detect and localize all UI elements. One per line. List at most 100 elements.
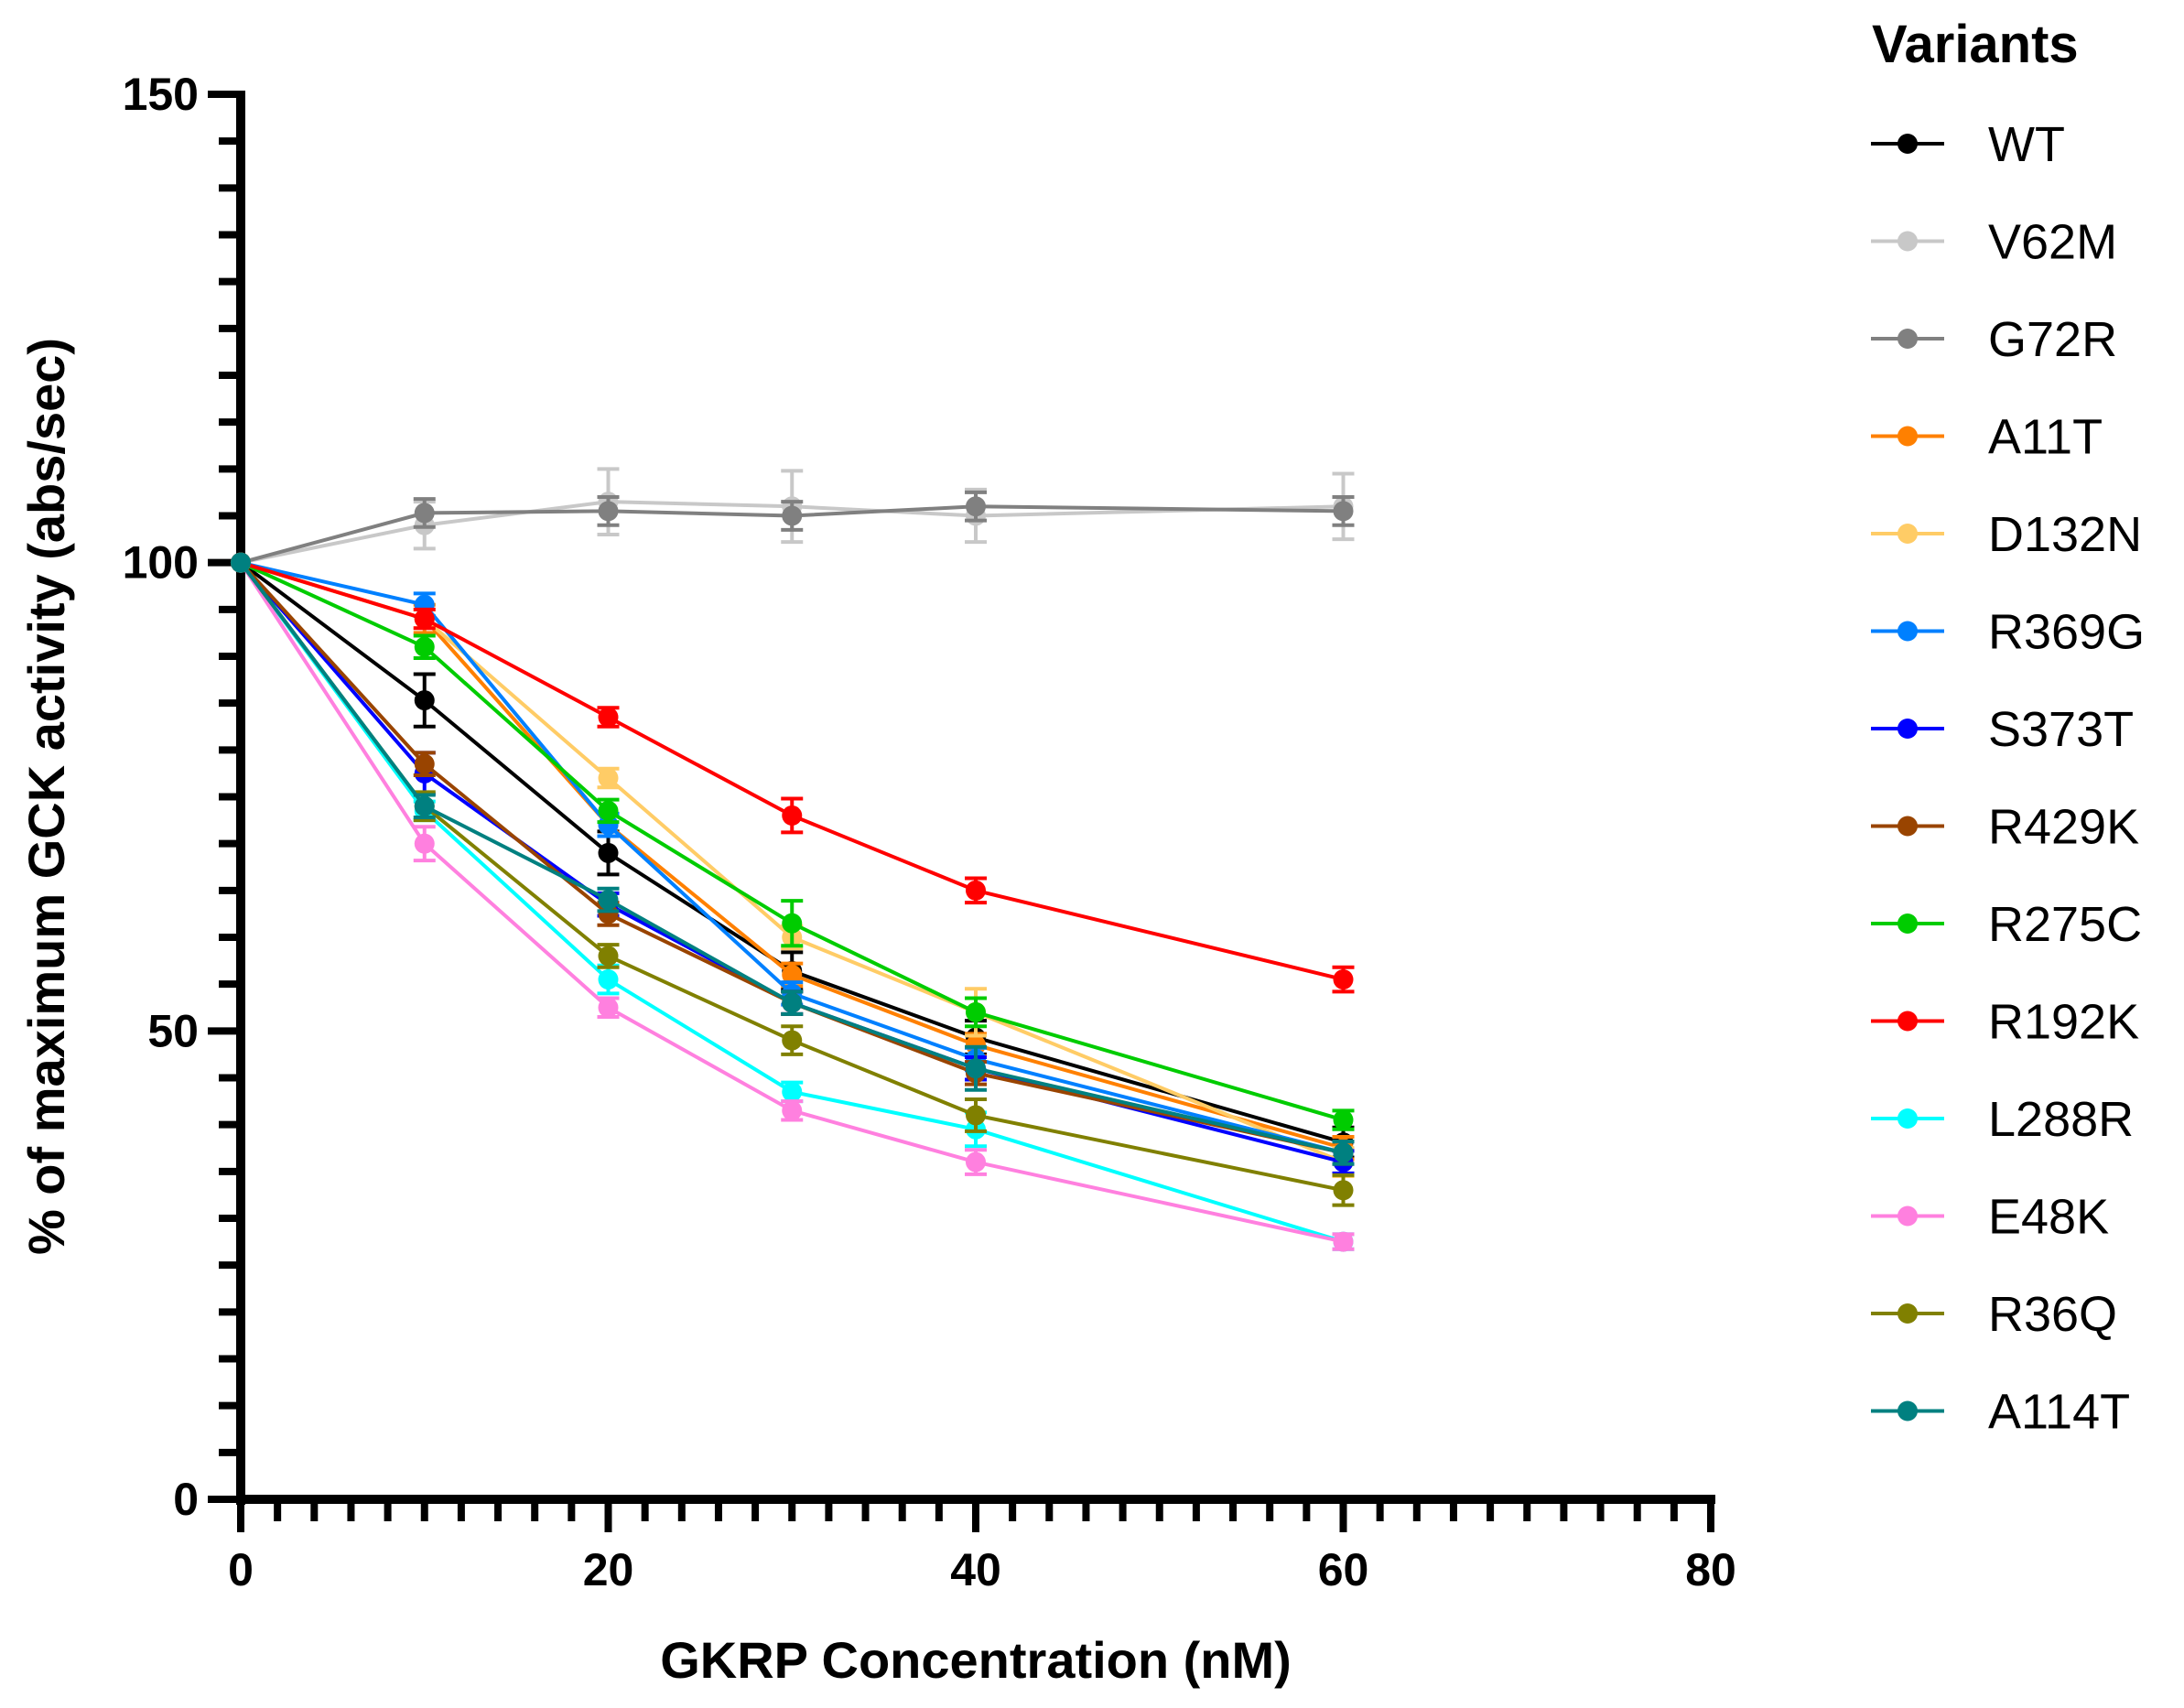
- legend-label: R429K: [1988, 800, 2139, 855]
- data-point: [966, 496, 986, 517]
- data-point: [966, 1105, 986, 1126]
- legend-label: R369G: [1988, 605, 2145, 660]
- legend-item-r429k: R429K: [1871, 800, 2139, 855]
- data-point: [782, 964, 803, 985]
- data-point: [966, 1058, 986, 1079]
- data-point: [1333, 1142, 1354, 1163]
- data-point: [598, 946, 619, 967]
- data-point: [782, 913, 803, 934]
- legend-item-v62m: V62M: [1871, 215, 2117, 270]
- legend-swatch-marker: [1897, 134, 1918, 154]
- legend-swatch-marker: [1897, 1108, 1918, 1129]
- legend-swatch-marker: [1897, 231, 1918, 252]
- data-point: [598, 800, 619, 821]
- legend-item-s373t: S373T: [1871, 702, 2134, 757]
- y-tick-label: 50: [147, 1005, 199, 1056]
- data-point: [1333, 501, 1354, 522]
- legend-label: WT: [1988, 117, 2065, 172]
- data-point: [598, 501, 619, 522]
- x-tick-label: 80: [1685, 1544, 1736, 1595]
- legend-swatch-marker: [1897, 621, 1918, 642]
- y-tick-label: 100: [123, 537, 199, 589]
- legend-label: E48K: [1988, 1190, 2109, 1245]
- legend-item-wt: WT: [1871, 117, 2065, 172]
- legend-label: A11T: [1988, 410, 2103, 465]
- data-point: [1333, 1109, 1354, 1130]
- data-point: [782, 1081, 803, 1102]
- series-line: [239, 561, 1345, 1244]
- x-tick-label: 20: [583, 1544, 634, 1595]
- y-tick-label: 150: [123, 69, 199, 120]
- legend-label: A114T: [1988, 1385, 2130, 1440]
- data-point: [598, 890, 619, 911]
- data-point: [966, 1034, 986, 1055]
- y-axis-title: % of maximum GCK activity (abs/sec): [17, 338, 75, 1255]
- data-point: [598, 903, 619, 924]
- data-point: [414, 833, 435, 854]
- data-point: [782, 805, 803, 826]
- data-point: [966, 1001, 986, 1022]
- data-point: [1333, 1231, 1354, 1252]
- data-point: [598, 768, 619, 789]
- legend-swatch-marker: [1897, 1205, 1918, 1227]
- series-line: [239, 561, 1344, 1155]
- legend-item-e48k: E48K: [1871, 1190, 2109, 1245]
- data-point: [231, 552, 251, 573]
- legend-swatch-marker: [1897, 426, 1918, 447]
- series-line: [239, 561, 1344, 1155]
- series-wt: [231, 552, 1355, 1160]
- series-s373t: [231, 552, 1355, 1175]
- series-line: [240, 500, 1344, 565]
- legend-swatch-marker: [1897, 1011, 1918, 1032]
- x-tick-label: 60: [1318, 1544, 1369, 1595]
- legend-swatch-marker: [1897, 913, 1918, 934]
- legend: Variants WT V62M G72R A11T D132N R369G S373T R4…: [1871, 15, 2145, 1440]
- legend-label: V62M: [1988, 215, 2117, 270]
- data-point: [782, 1100, 803, 1121]
- series-line: [240, 560, 1345, 1122]
- series-line: [239, 561, 1345, 1145]
- legend-item-g72r: G72R: [1871, 312, 2117, 367]
- data-point: [414, 795, 435, 816]
- legend-swatch-marker: [1897, 1400, 1918, 1422]
- legend-item-r192k: R192K: [1871, 995, 2139, 1050]
- series-line: [240, 560, 1344, 981]
- series-line: [240, 560, 1345, 1151]
- axes: 0 50 100 150 0 20 40 60 80: [123, 69, 1736, 1595]
- legend-label: R192K: [1988, 995, 2139, 1050]
- series-g72r: [231, 490, 1355, 573]
- data-point: [414, 609, 435, 630]
- legend-item-a114t: A114T: [1871, 1385, 2130, 1440]
- legend-item-a11t: A11T: [1871, 410, 2103, 465]
- series-layer: [231, 467, 1355, 1252]
- legend-label: G72R: [1988, 312, 2117, 367]
- data-point: [598, 842, 619, 863]
- legend-swatch-marker: [1897, 524, 1918, 544]
- series-e48k: [231, 552, 1355, 1252]
- data-point: [966, 880, 986, 901]
- data-point: [414, 690, 435, 711]
- data-point: [598, 969, 619, 990]
- legend-label: R36Q: [1988, 1287, 2117, 1342]
- data-point: [1333, 1180, 1354, 1201]
- data-point: [414, 753, 435, 774]
- data-point: [782, 1030, 803, 1051]
- legend-swatch-marker: [1897, 329, 1918, 349]
- series-a114t: [231, 552, 1355, 1166]
- legend-label: D132N: [1988, 507, 2142, 562]
- data-point: [598, 997, 619, 1018]
- legend-label: S373T: [1988, 702, 2134, 757]
- data-point: [782, 505, 803, 526]
- data-point: [414, 636, 435, 657]
- legend-item-d132n: D132N: [1871, 507, 2142, 562]
- legend-swatch-marker: [1897, 816, 1918, 837]
- legend-swatch-marker: [1897, 719, 1918, 739]
- series-line: [240, 560, 1344, 1155]
- series-line: [240, 504, 1344, 565]
- data-point: [598, 815, 619, 836]
- y-tick-label: 0: [173, 1474, 199, 1525]
- data-point: [966, 1151, 986, 1173]
- data-point: [598, 707, 619, 728]
- data-point: [782, 992, 803, 1013]
- legend-swatch-marker: [1897, 1303, 1918, 1324]
